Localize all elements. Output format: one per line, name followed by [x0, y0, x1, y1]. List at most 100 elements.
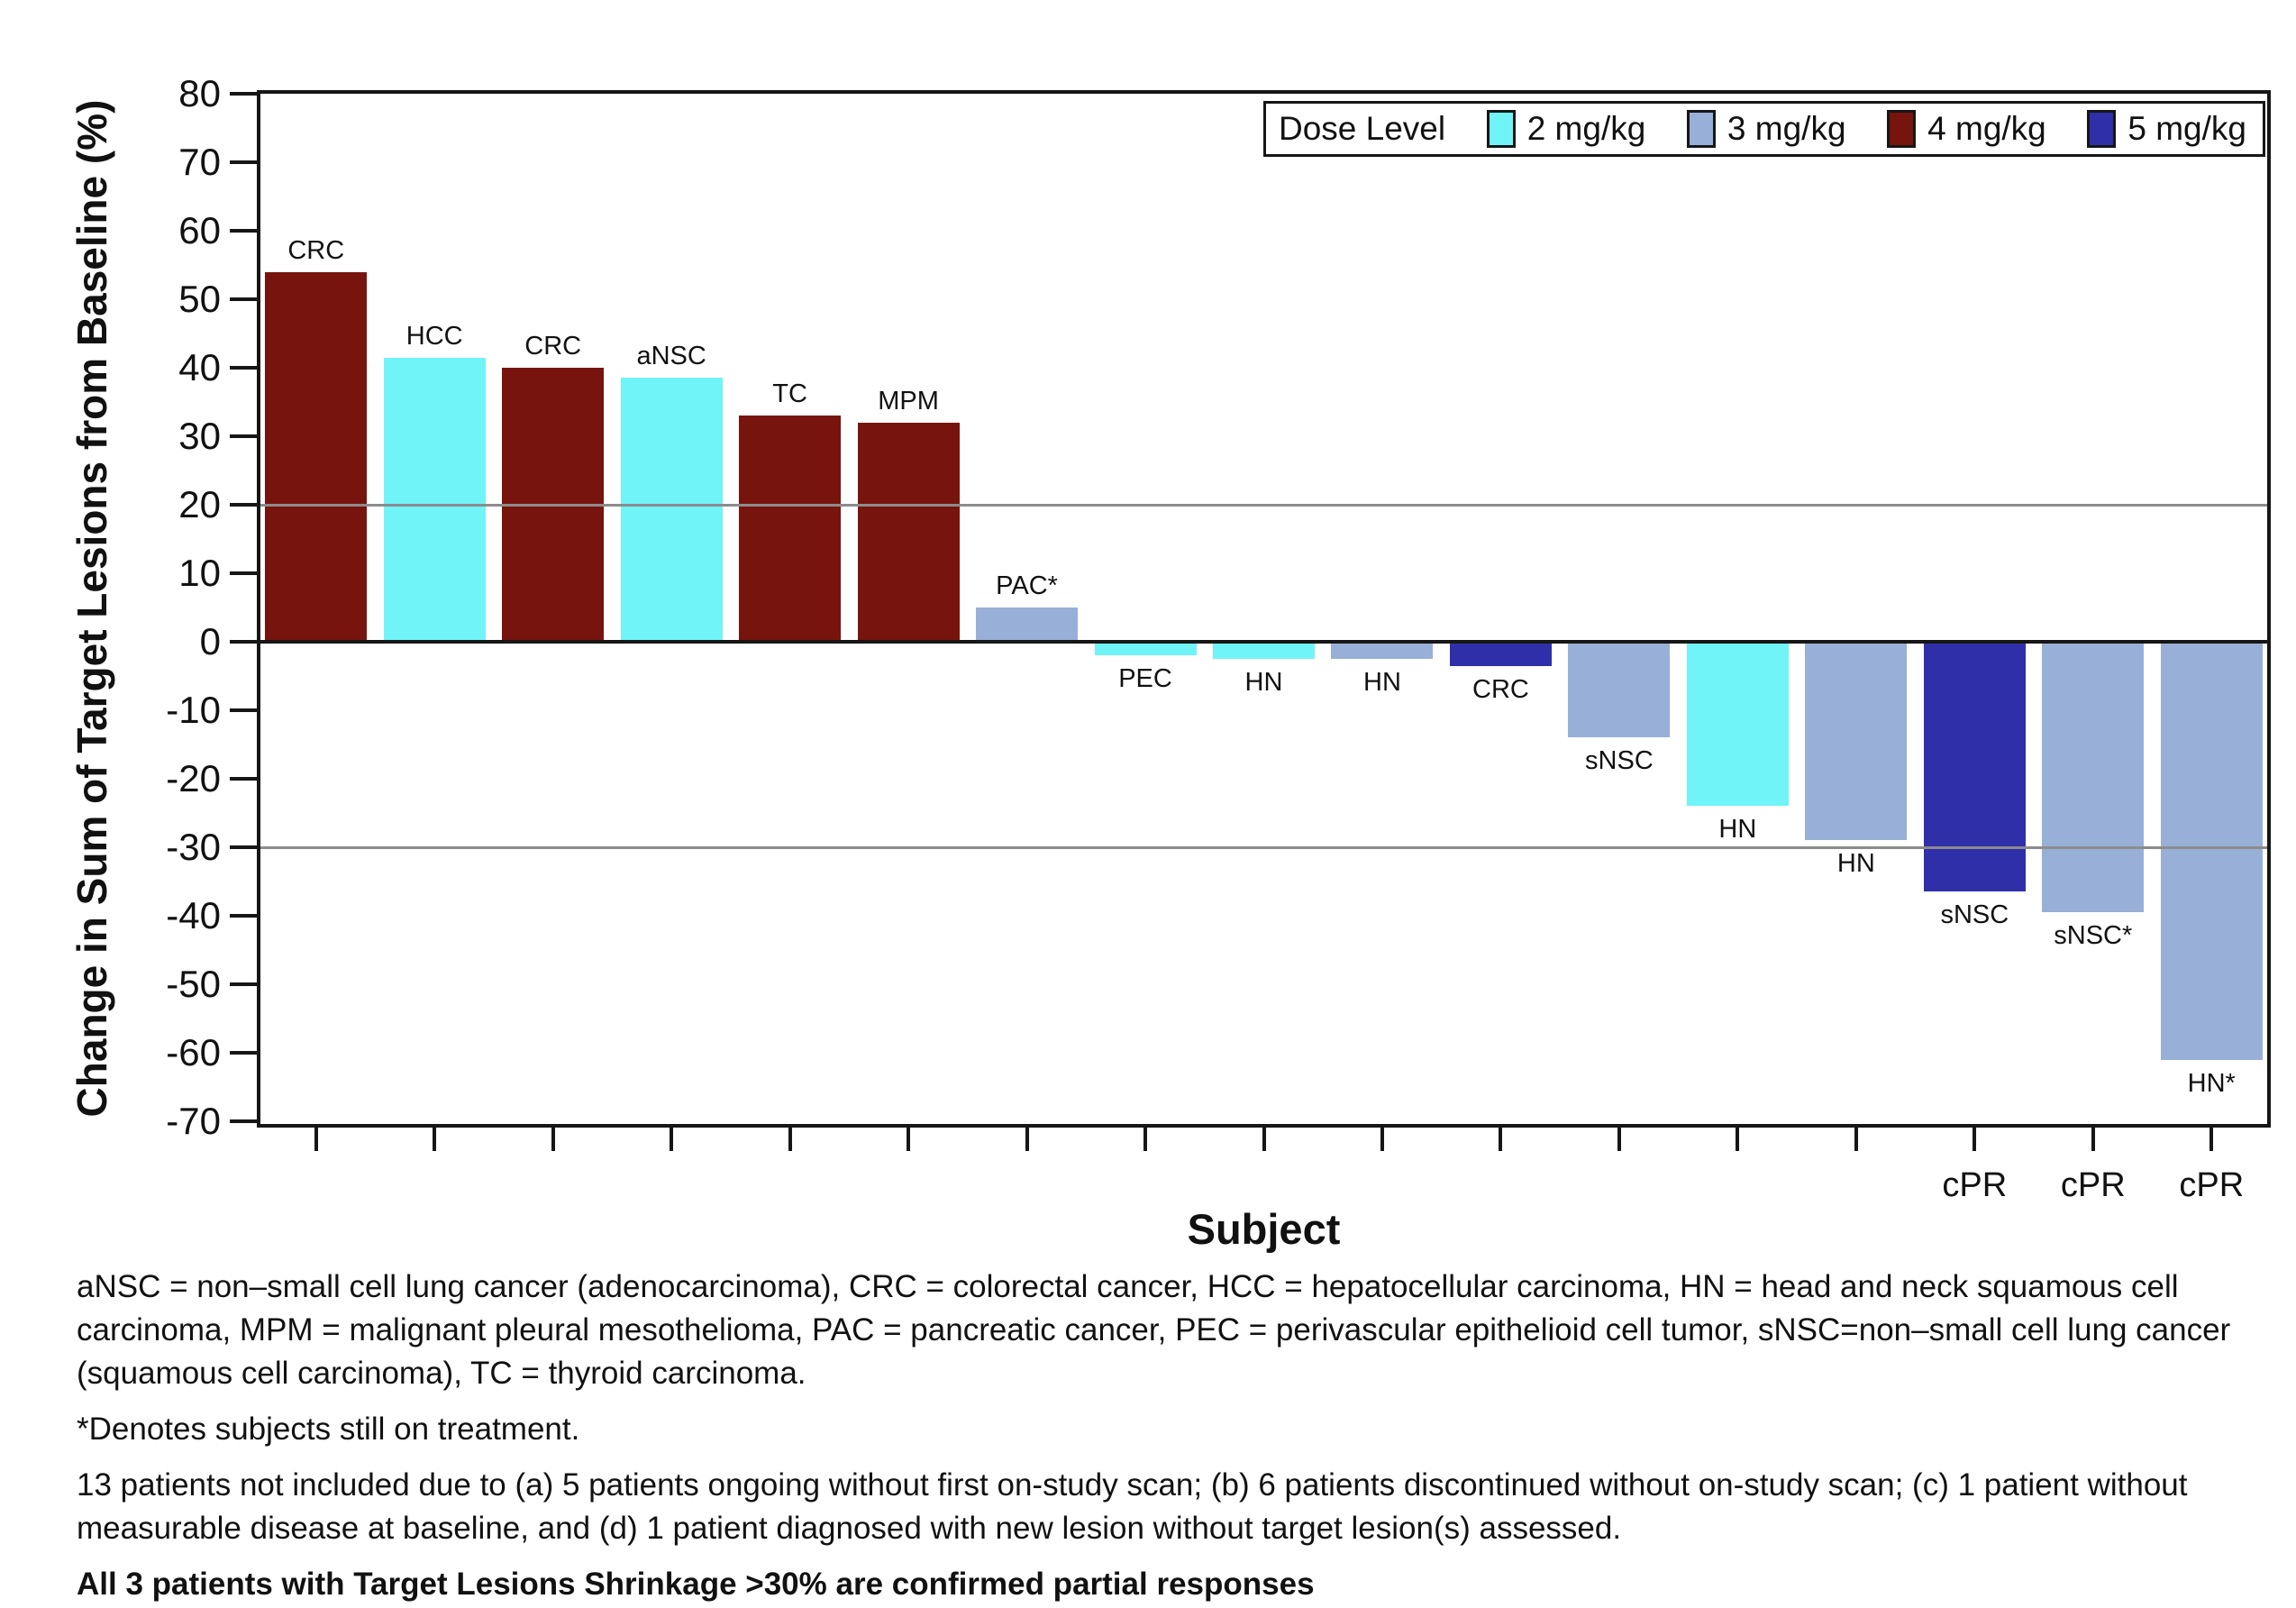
cpr-annotation: cPR [1942, 1166, 2008, 1204]
waterfall-bar-CRC [1449, 642, 1552, 666]
x-tick [314, 1128, 318, 1151]
bar-tumor-label: HN [1718, 815, 1757, 845]
y-tick [230, 1051, 257, 1055]
y-tick-label: 10 [178, 552, 221, 594]
x-tick [551, 1128, 555, 1151]
legend-label: 2 mg/kg [1526, 110, 1646, 147]
legend-entry-2mgkg: 2 mg/kg [1486, 110, 1646, 148]
reference-line-20 [257, 503, 2271, 507]
bar-tumor-label: HCC [405, 321, 463, 351]
bar-tumor-label: HN [1363, 668, 1401, 697]
footnote-confirmed-pr: All 3 patients with Target Lesions Shrin… [77, 1567, 1315, 1602]
bar-tumor-label: HN* [2187, 1068, 2236, 1098]
bar-tumor-label: CRC [524, 332, 582, 361]
y-tick [230, 982, 257, 986]
bar-tumor-label: CRC [1472, 674, 1529, 704]
x-tick [788, 1128, 792, 1151]
bar-tumor-label: MPM [878, 386, 939, 416]
waterfall-bar-sNSC [1923, 642, 2026, 892]
x-tick [907, 1128, 911, 1151]
y-tick-label: 0 [199, 620, 221, 662]
waterfall-bar-HN [2160, 642, 2263, 1060]
waterfall-bar-aNSC [620, 378, 723, 642]
x-axis-title: Subject [1187, 1205, 1341, 1253]
bar-tumor-label: HN [1836, 849, 1875, 879]
bar-tumor-label: sNSC* [2054, 921, 2133, 951]
legend-label: 4 mg/kg [1927, 110, 2046, 147]
y-tick [230, 1119, 257, 1123]
bar-tumor-label: sNSC [1940, 900, 2009, 930]
waterfall-bar-sNSC [2042, 642, 2145, 913]
x-tick [2209, 1128, 2214, 1151]
y-tick [230, 708, 257, 712]
waterfall-bar-MPM [857, 422, 960, 642]
bar-tumor-label: TC [772, 379, 807, 409]
legend-entry-5mgkg: 5 mg/kg [2087, 110, 2246, 148]
cpr-annotation: cPR [2179, 1166, 2245, 1204]
x-tick [433, 1128, 437, 1151]
waterfall-bar-HN [1213, 642, 1315, 659]
legend-title: Dose Level [1279, 110, 1446, 147]
y-tick-label: 20 [178, 483, 221, 525]
x-tick [1143, 1128, 1148, 1151]
y-tick [230, 434, 257, 438]
y-tick [230, 571, 257, 575]
waterfall-bar-PAC [976, 608, 1079, 642]
bar-tumor-label: HN [1244, 668, 1283, 697]
legend-swatch-3mgkg [1686, 110, 1716, 148]
x-tick [1380, 1128, 1384, 1151]
y-tick [230, 160, 257, 164]
y-tick-label: 80 [178, 72, 221, 114]
y-tick [230, 366, 257, 370]
waterfall-bar-HN [1331, 642, 1434, 659]
footnote-abbreviations: aNSC = non–small cell lung cancer (adeno… [77, 1269, 2231, 1391]
zero-baseline [257, 640, 2271, 644]
waterfall-bar-sNSC [1568, 642, 1671, 738]
cpr-annotation: cPR [2060, 1166, 2126, 1204]
y-tick-label: 40 [178, 346, 221, 388]
y-tick-label: -50 [166, 963, 221, 1005]
footnote-exclusions: 13 patients not included due to (a) 5 pa… [77, 1467, 2188, 1546]
x-tick [1854, 1128, 1858, 1151]
y-tick-label: -30 [166, 826, 221, 868]
legend-entry-3mgkg: 3 mg/kg [1686, 110, 1846, 148]
bar-tumor-label: aNSC [636, 342, 706, 371]
x-tick [1025, 1128, 1029, 1151]
waterfall-bar-PEC [1094, 642, 1197, 656]
y-tick-label: -60 [166, 1031, 221, 1074]
x-tick [1499, 1128, 1503, 1151]
y-tick-label: -20 [166, 757, 221, 799]
plot-area: Dose Level 2 mg/kg 3 mg/kg 4 mg/kg 5 mg/kg … [166, 72, 2271, 1204]
legend-swatch-4mgkg [1887, 110, 1917, 148]
waterfall-bar-TC [739, 416, 842, 642]
footnotes: aNSC = non–small cell lung cancer (adeno… [77, 1265, 2246, 1608]
y-tick-label: 50 [178, 278, 221, 320]
y-tick [230, 777, 257, 781]
y-tick-label: 70 [178, 141, 221, 183]
y-tick-label: 30 [178, 415, 221, 457]
bar-tumor-label: sNSC [1585, 746, 1654, 776]
y-tick [230, 229, 257, 233]
bar-tumor-label: PEC [1118, 664, 1172, 694]
legend-swatch-2mgkg [1486, 110, 1516, 148]
legend-label: 5 mg/kg [2127, 110, 2246, 147]
legend-entry-4mgkg: 4 mg/kg [1887, 110, 2046, 148]
x-tick [1736, 1128, 1740, 1151]
y-tick [230, 914, 257, 918]
bar-tumor-label: PAC* [996, 571, 1058, 600]
legend-label: 3 mg/kg [1727, 110, 1846, 147]
y-tick [230, 845, 257, 849]
waterfall-bar-HN [1686, 642, 1789, 807]
reference-line--30 [257, 845, 2271, 849]
waterfall-bar-HN [1805, 642, 1908, 841]
y-tick-label: 60 [178, 209, 221, 251]
x-tick [2091, 1128, 2095, 1151]
y-tick-label: -70 [166, 1100, 221, 1142]
y-tick [230, 640, 257, 644]
legend-swatch-5mgkg [2087, 110, 2117, 148]
legend: Dose Level 2 mg/kg 3 mg/kg 4 mg/kg 5 mg/kg [1263, 101, 2265, 157]
x-tick [1973, 1128, 1977, 1151]
x-tick [1262, 1128, 1266, 1151]
footnote-asterisk: *Denotes subjects still on treatment. [77, 1412, 580, 1447]
